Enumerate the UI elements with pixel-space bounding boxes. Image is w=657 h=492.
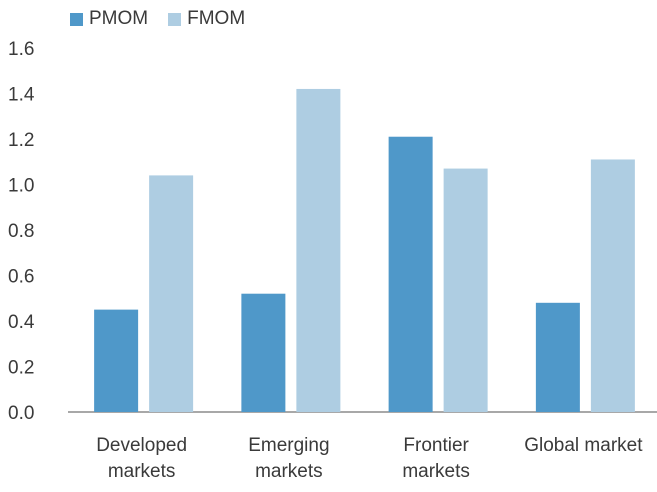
legend-label-fmom: FMOM [187,8,246,29]
x-category-label: Frontier [403,435,469,456]
x-category-label: markets [255,461,323,482]
bar-fmom [590,159,635,412]
x-category-label: Developed [96,435,187,456]
chart-legend: PMOM FMOM [70,8,245,30]
legend-swatch-pmom [70,12,83,26]
bar-pmom [388,136,433,412]
y-tick-label: 0.6 [8,267,34,288]
legend-swatch-fmom [168,12,182,26]
y-tick-label: 0.4 [8,312,35,333]
y-tick-label: 1.2 [8,130,34,151]
y-tick-label: 1.0 [8,176,34,197]
x-category-label: Global market [524,435,643,456]
x-category-label: markets [402,461,470,482]
bar-fmom [443,168,488,412]
y-tick-label: 0.0 [8,403,34,424]
bar-fmom [296,88,341,412]
x-category-label: Emerging [248,435,329,456]
y-tick-label: 0.2 [8,358,34,379]
bar-pmom [94,309,139,412]
legend-item-pmom: PMOM [70,8,148,30]
bar-pmom [535,302,580,412]
bar-pmom [241,293,286,412]
y-tick-label: 1.6 [8,39,34,60]
y-tick-label: 0.8 [8,221,34,242]
legend-label-pmom: PMOM [89,8,149,29]
bar-fmom [149,175,194,412]
legend-item-fmom: FMOM [168,8,245,30]
y-tick-label: 1.4 [8,85,35,106]
x-category-label: markets [108,461,176,482]
